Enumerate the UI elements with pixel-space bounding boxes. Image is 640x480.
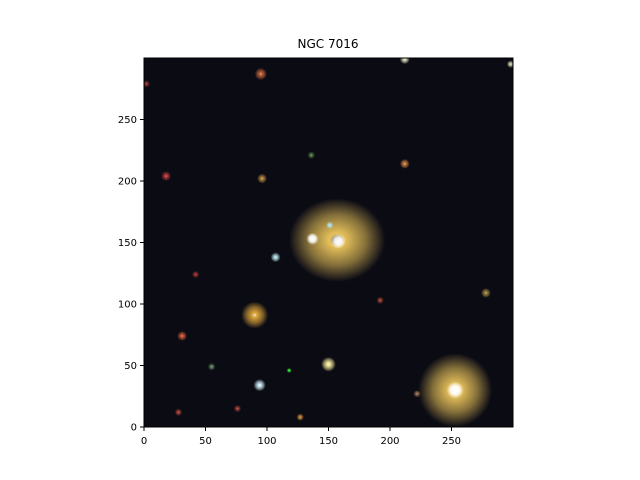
star-source [506, 60, 513, 68]
star-source [413, 390, 421, 398]
y-tick-label: 0 [131, 423, 137, 434]
star-source [144, 80, 151, 88]
star-source [270, 252, 281, 263]
star-source [177, 331, 188, 341]
star-source [481, 288, 491, 298]
x-tick-label: 100 [257, 436, 276, 447]
star-source [233, 404, 242, 413]
y-tick-label: 100 [118, 300, 137, 311]
chart-title: NGC 7016 [297, 37, 358, 51]
star-source [321, 356, 336, 372]
star-source [174, 408, 183, 416]
y-tick-label: 50 [124, 361, 137, 372]
image-area [144, 58, 513, 427]
bright-core [446, 381, 464, 399]
x-tick-label: 150 [319, 436, 338, 447]
star-source [257, 173, 267, 184]
y-tick-label: 150 [118, 238, 137, 249]
x-tick-label: 250 [442, 436, 461, 447]
star-source [253, 379, 266, 392]
star-source [207, 363, 216, 371]
y-axis: 0 50 100 150 200 250 [118, 115, 144, 434]
star-source [161, 171, 172, 181]
bright-core [306, 232, 319, 245]
star-source [399, 58, 410, 65]
star-source [399, 158, 410, 169]
star-source [326, 221, 334, 229]
star-source [191, 270, 200, 279]
y-tick-label: 250 [118, 115, 137, 126]
star-source [307, 151, 315, 159]
star-source [376, 296, 384, 304]
star-source [296, 413, 304, 421]
x-tick-label: 0 [141, 436, 147, 447]
star-source [254, 67, 267, 81]
bright-core [330, 233, 346, 249]
x-tick-label: 50 [199, 436, 212, 447]
x-axis: 0 50 100 150 200 250 [141, 427, 461, 447]
x-tick-label: 200 [380, 436, 399, 447]
star-source [286, 367, 292, 373]
star-source [241, 301, 269, 329]
y-tick-label: 200 [118, 177, 137, 188]
